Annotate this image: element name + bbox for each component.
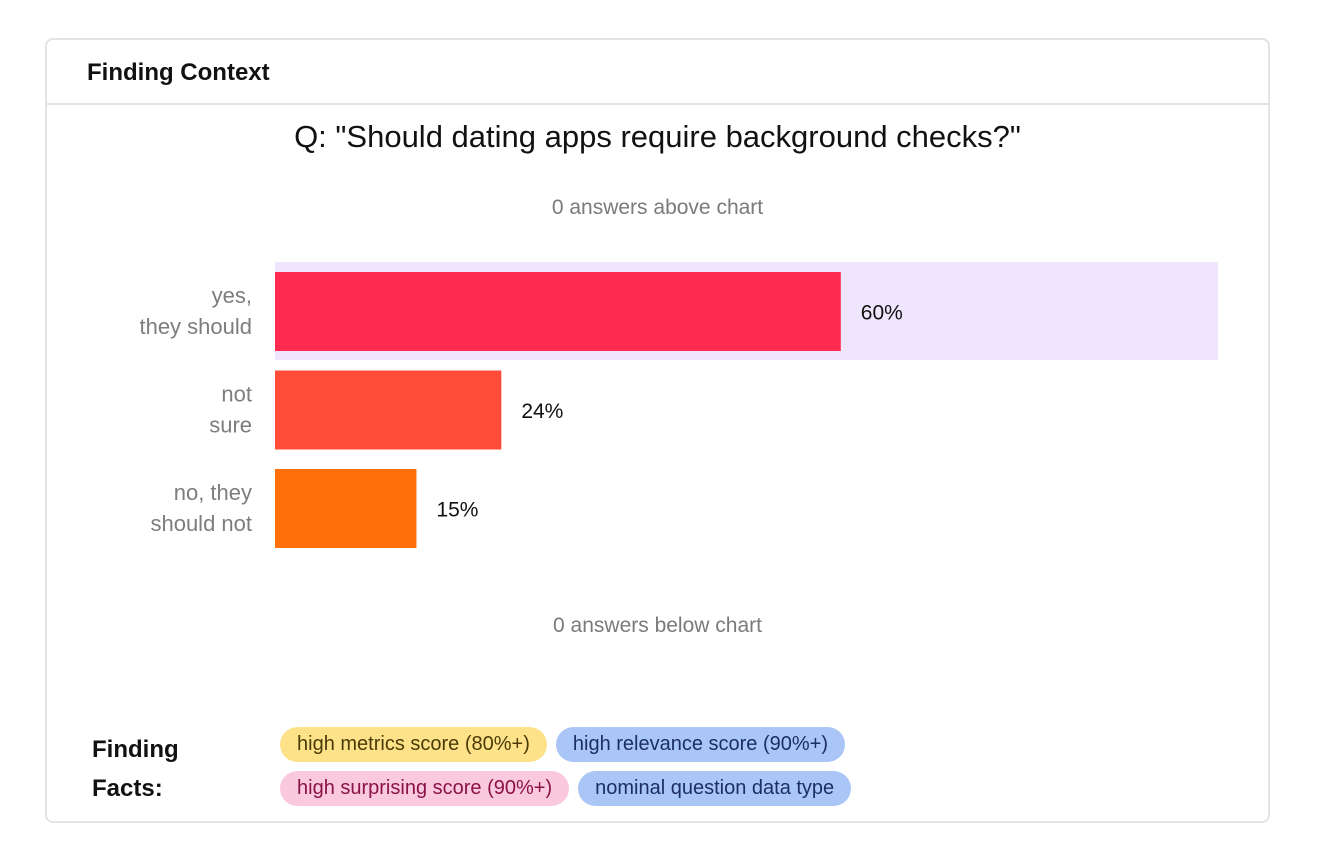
bar-chart: 60% yes, they should 24% not sure 15% no, they s…: [139, 262, 1218, 548]
tag-data-type: nominal question data type: [578, 771, 852, 806]
finding-facts-title-line2: Facts:: [92, 775, 163, 802]
tag-relevance-score: high relevance score (90%+): [555, 727, 846, 762]
tag-row: high surprising score (90%+) nominal que…: [280, 771, 980, 806]
finding-context-card: Finding Context Q: "Should dating apps r…: [45, 38, 1270, 823]
category-label-1-line-1: sure: [209, 413, 252, 438]
finding-facts-title: Finding Facts:: [92, 730, 212, 808]
data-label-1: 24%: [521, 400, 563, 423]
tag-metrics-score: high metrics score (80%+): [280, 727, 547, 762]
category-label-1-line-0: not: [221, 382, 252, 407]
card-title: Finding Context: [87, 59, 270, 86]
category-label-2-line-1: should not: [150, 511, 252, 536]
finding-facts-title-line1: Finding: [92, 736, 179, 763]
tag-surprising-score: high surprising score (90%+): [280, 771, 570, 806]
tag-row: high metrics score (80%+) high relevance…: [280, 727, 980, 762]
card-header: Finding Context: [47, 40, 1268, 105]
bar-1: [275, 370, 502, 450]
data-label-2: 15%: [436, 499, 478, 522]
bar-0: [275, 272, 841, 351]
answers-below-note: 0 answers below chart: [553, 614, 762, 637]
question-title: Q: "Should dating apps require backgroun…: [294, 119, 1021, 154]
answers-above-note: 0 answers above chart: [551, 196, 764, 219]
data-label-0: 60%: [861, 302, 903, 325]
category-label-0-line-1: they should: [139, 314, 252, 339]
category-label-0-line-0: yes,: [212, 283, 252, 308]
finding-facts-tags: high metrics score (80%+) high relevance…: [280, 727, 980, 815]
bar-2: [275, 469, 417, 548]
category-label-2-line-0: no, they: [174, 480, 252, 505]
